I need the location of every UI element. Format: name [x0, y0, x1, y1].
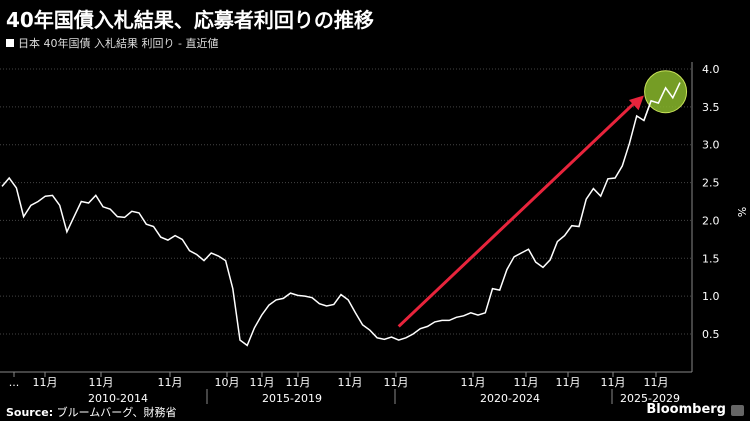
bloomberg-logo: Bloomberg [646, 402, 726, 417]
period-label: 2010-2014 [88, 392, 148, 405]
x-tick-label: 10月 [215, 376, 240, 389]
trend-arrow-head [628, 95, 644, 111]
x-tick-label: 11月 [89, 376, 114, 389]
y-tick-label: 3.0 [702, 139, 720, 152]
annotations [397, 70, 688, 328]
x-tick-label: 11月 [601, 376, 626, 389]
x-tick-label: 11月 [250, 376, 275, 389]
series-line [1, 82, 681, 347]
y-tick-label: 4.0 [702, 63, 720, 76]
period-label: 2015-2019 [262, 392, 322, 405]
series-line-highlight [643, 82, 681, 121]
x-tick-label: 11月 [33, 376, 58, 389]
source-label: Source: [6, 406, 54, 419]
y-tick-label: 2.0 [702, 214, 720, 227]
x-tick-label: 11月 [514, 376, 539, 389]
y-axis-label: % [735, 207, 748, 217]
legend-square-icon [6, 39, 14, 47]
y-tick-label: 1.0 [702, 290, 720, 303]
grid-lines [0, 68, 692, 335]
y-tick-label: 0.5 [702, 328, 720, 341]
x-tick-label: 11月 [338, 376, 363, 389]
period-labels: 2010-2014 2015-2019 2020-2024 2025-2029 [88, 389, 680, 405]
source-note: Source: ブルームバーグ、財務省 [6, 404, 177, 420]
highlight-circle [644, 70, 688, 114]
period-label: 2025-2029 [620, 392, 680, 405]
y-tick-label: 2.5 [702, 177, 720, 190]
chart-subtitle: 日本 40年国債 入札結果 利回り - 直近値 [6, 35, 218, 51]
y-tick-label: 1.5 [702, 252, 720, 265]
x-tick-label: 11月 [461, 376, 486, 389]
y-tick-label: 3.5 [702, 101, 720, 114]
x-tick-label: ... [9, 376, 20, 389]
x-tick-label: 11月 [644, 376, 669, 389]
x-tick-label: 11月 [286, 376, 311, 389]
x-tick-label: 11月 [158, 376, 183, 389]
source-text: ブルームバーグ、財務省 [53, 406, 177, 419]
subtitle-text: 日本 40年国債 入札結果 利回り - 直近値 [18, 37, 219, 50]
trend-arrow [397, 100, 637, 328]
period-label: 2020-2024 [480, 392, 540, 405]
x-axis: ... 11月 11月 11月 10月 11月 11月 11月 11月 11月 11月 11月 11月 1… [0, 371, 692, 389]
x-tick-label: 11月 [556, 376, 581, 389]
brand-badge-icon [731, 405, 744, 416]
x-tick-label: 11月 [384, 376, 409, 389]
y-axis: 0.5 1.0 1.5 2.0 2.5 3.0 3.5 4.0 [691, 62, 720, 372]
chart-title: 40年国債入札結果、応募者利回りの推移 [6, 8, 374, 32]
